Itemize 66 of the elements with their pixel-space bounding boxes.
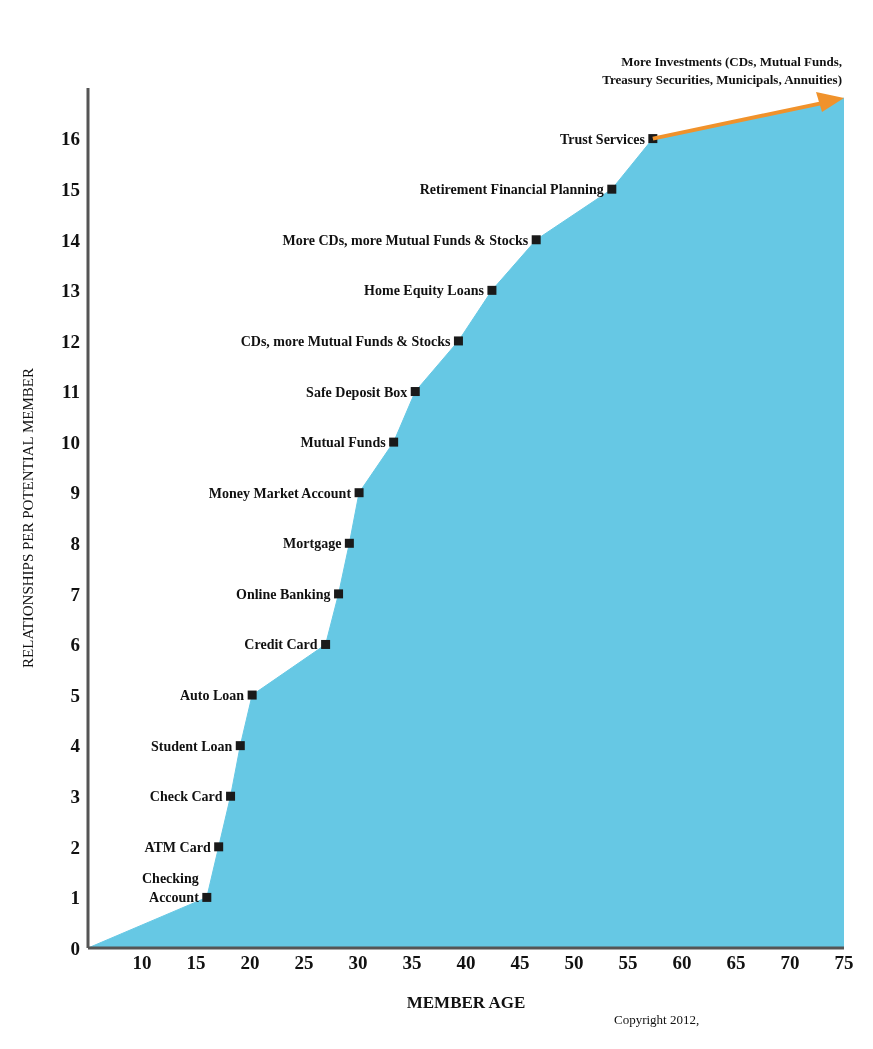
annotation: More Investments (CDs, Mutual Funds, Treasury Securities, Municipals, Annuities)	[602, 54, 842, 88]
annotation: Online Banking	[236, 586, 331, 602]
x-tick-label: 70	[780, 952, 800, 974]
point	[389, 437, 399, 447]
point	[487, 285, 497, 295]
point	[334, 589, 344, 599]
x-tick-label: 45	[510, 952, 530, 974]
y-tick-label: 5	[70, 684, 80, 706]
x-tick-label: 25	[294, 952, 314, 974]
y-axis-title: RELATIONSHIPS PER POTENTIAL MEMBER	[20, 368, 37, 668]
point	[453, 336, 463, 346]
point	[235, 741, 245, 751]
y-tick-label: 10	[61, 431, 80, 453]
point	[410, 387, 420, 397]
x-tick-label: 50	[564, 952, 584, 974]
y-tick-label: 1	[70, 887, 80, 909]
y-tick-label: 0	[70, 937, 80, 959]
x-tick-label: 60	[672, 952, 692, 974]
annotation: Checking Account	[142, 871, 200, 906]
annotation: Home Equity Loans	[364, 283, 485, 299]
annotation: Safe Deposit Box	[306, 384, 408, 400]
text: Copyright 2012,	[614, 1012, 700, 1027]
point	[354, 488, 364, 498]
point	[531, 235, 541, 245]
x-tick-label: 20	[240, 952, 260, 974]
point	[344, 538, 354, 548]
annotation: Money Market Account	[208, 485, 352, 501]
y-tick-label: 13	[61, 280, 80, 302]
annotation: CDs, more Mutual Funds & Stocks	[240, 333, 451, 349]
y-tick-label: 7	[70, 583, 81, 605]
x-tick-label: 10	[132, 952, 152, 974]
y-tick-label: 12	[61, 330, 80, 352]
y-tick-label: 15	[61, 178, 80, 200]
annotation: Mortgage	[283, 536, 342, 552]
y-tick-label: 11	[62, 381, 80, 403]
point	[321, 639, 331, 649]
point	[226, 791, 236, 801]
x-tick-label: 40	[456, 952, 476, 974]
y-tick-label: 2	[70, 836, 80, 858]
point	[247, 690, 257, 700]
y-tick-label: 9	[70, 482, 80, 504]
y-tick-label: 3	[70, 785, 80, 807]
point	[202, 892, 212, 902]
point	[607, 184, 617, 194]
x-tick-label: 30	[348, 952, 368, 974]
x-tick-label: 65	[726, 952, 746, 974]
x-tick-label: 35	[402, 952, 422, 974]
annotation: Credit Card	[244, 637, 318, 653]
point	[214, 842, 224, 852]
x-tick-label: 55	[618, 952, 638, 974]
y-tick-label: 6	[70, 634, 80, 656]
y-tick-label: 8	[70, 533, 80, 555]
annotation: Retirement Financial Planning	[419, 182, 604, 198]
y-tick-label: 14	[61, 229, 81, 251]
annotation: Student Loan	[150, 738, 233, 754]
y-tick-label: 4	[70, 735, 81, 757]
x-axis-title: MEMBER AGE	[406, 993, 526, 1012]
annotation: Auto Loan	[179, 688, 245, 704]
x-tick-label: 75	[834, 952, 854, 974]
x-tick-label: 15	[186, 952, 206, 974]
y-tick-label: 16	[61, 128, 80, 150]
annotation: ATM Card	[144, 839, 211, 855]
annotation: Check Card	[149, 789, 223, 805]
annotation: Trust Services	[559, 131, 646, 147]
annotation: More CDs, more Mutual Funds & Stocks	[282, 232, 529, 248]
annotation: Mutual Funds	[300, 435, 387, 451]
